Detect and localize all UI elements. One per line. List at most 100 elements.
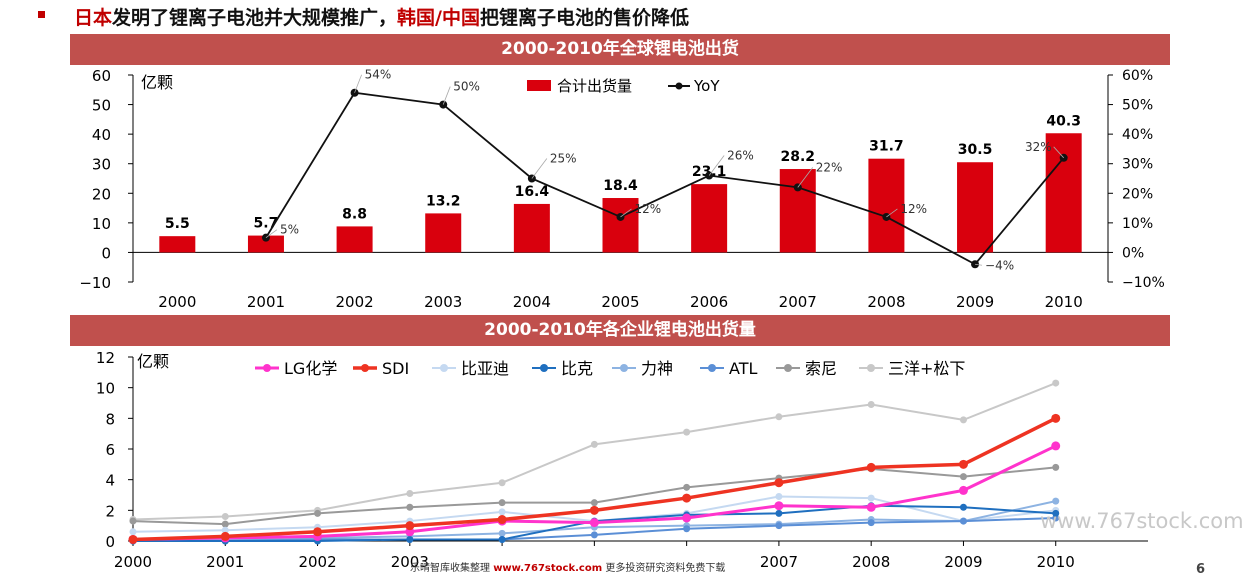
series-6-point	[590, 499, 598, 507]
y2-tick-label: 60%	[1122, 68, 1153, 84]
series-5-point	[959, 517, 967, 525]
legend-label-4: 力神	[641, 359, 673, 378]
series-5-point	[867, 519, 875, 527]
bar-value-label: 13.2	[426, 193, 461, 209]
x-tick-label: 2001	[206, 553, 244, 571]
series-1-point	[313, 527, 323, 537]
series-2-point	[867, 494, 875, 502]
footer-brand[interactable]: www.767stock.com	[493, 563, 603, 574]
x-tick-label: 2000	[114, 553, 152, 571]
series-1-point	[220, 531, 230, 541]
legend-label-7: 三洋+松下	[888, 359, 965, 378]
series-7-point	[959, 416, 967, 424]
x-tick-label: 2000	[158, 293, 196, 311]
series-1-point	[128, 534, 138, 544]
y-axis-label: 亿颗	[141, 73, 173, 92]
legend-label-3: 比克	[561, 359, 593, 378]
legend-label-5: ATL	[729, 359, 757, 378]
legend-swatch-dot-3	[540, 364, 548, 372]
series-2-point	[129, 528, 137, 536]
series-0-point	[682, 513, 692, 523]
x-tick-label: 2007	[760, 553, 798, 571]
series-7-point	[683, 428, 691, 436]
x-tick-label: 2006	[690, 293, 728, 311]
headline-text: 日本发明了锂离子电池并大规模推广，韩国/中国把锂离子电池的售价降低	[74, 3, 689, 30]
headline-mid: 发明了锂离子电池并大规模推广，	[112, 7, 398, 29]
y2-tick-label: 40%	[1122, 127, 1153, 143]
x-tick-label: 2009	[944, 553, 982, 571]
yoy-callout-line	[886, 208, 898, 218]
y-tick-label: 10	[96, 380, 115, 398]
yoy-line	[265, 91, 1065, 266]
legend-label-6: 索尼	[805, 359, 837, 378]
series-1-point	[958, 459, 968, 469]
series-1-point	[682, 493, 692, 503]
series-6-point	[683, 483, 691, 491]
yoy-callout-line	[354, 74, 362, 93]
series-1-point	[405, 521, 415, 531]
y-tick-label: 12	[96, 349, 115, 367]
yoy-callout-line	[265, 229, 278, 238]
y2-tick-label: 20%	[1122, 186, 1153, 202]
yoy-label: 50%	[453, 80, 480, 94]
y-tick-label: 4	[105, 472, 115, 490]
y2-tick-label: 50%	[1122, 98, 1153, 114]
bar-value-label: 8.8	[342, 206, 367, 222]
bar-2008	[868, 158, 905, 253]
x-tick-label: 2001	[247, 293, 285, 311]
series-0-point	[1051, 441, 1061, 451]
headline-japan: 日本	[74, 7, 113, 29]
x-tick-label: 2002	[335, 293, 373, 311]
chart2-title-band: 2000-2010年各企业锂电池出货量	[70, 315, 1170, 346]
yoy-callout-line	[708, 155, 725, 176]
x-tick-label: 2003	[424, 293, 462, 311]
bar-2003	[425, 213, 462, 253]
y2-tick-label: 10%	[1122, 216, 1153, 232]
series-5-point	[775, 522, 783, 530]
legend-swatch-dot-2	[440, 364, 448, 372]
series-2-point	[498, 508, 506, 516]
y-tick-label: 8	[105, 410, 115, 428]
x-tick-label: 2009	[956, 293, 994, 311]
series-7-point	[775, 413, 783, 421]
legend-swatch-dot-4	[620, 364, 628, 372]
series-3-point	[406, 535, 414, 543]
bar-2000	[159, 236, 196, 253]
bar-value-label: 18.4	[603, 178, 638, 194]
yoy-callout-line	[797, 167, 814, 188]
company-shipment-chart: 12 10 8 6 4 2 0 2000 2001 2002 2003 2007 2008 2009 201…	[96, 349, 1148, 571]
yoy-label: 22%	[816, 160, 843, 174]
series-line-6	[132, 466, 1056, 526]
bar-value-label: 28.2	[780, 149, 815, 165]
series-3-point	[775, 509, 783, 517]
series-1-point	[774, 478, 784, 488]
series-0-point	[958, 485, 968, 495]
series-3-point	[498, 535, 506, 543]
yoy-callout-line	[531, 158, 548, 179]
bar-2001	[247, 235, 284, 253]
global-shipment-chart: 60 60% 50 50% 40 40% 30 30% 20 20% 10 10% 0 0% −10 −10%…	[79, 67, 1165, 311]
legend-label-yoy: YoY	[693, 77, 720, 95]
yoy-label: 26%	[727, 149, 754, 163]
x-tick-label: 2008	[867, 293, 905, 311]
yoy-label: −4%	[985, 258, 1014, 272]
x-tick-label: 2007	[779, 293, 817, 311]
x-tick-label: 2010	[1037, 553, 1075, 571]
headline-korea-china: 韩国/中国	[397, 7, 480, 29]
yoy-label: 54%	[365, 68, 392, 82]
series-7-point	[867, 401, 875, 409]
series-3-point	[959, 503, 967, 511]
legend-swatch-dot-1	[361, 364, 369, 372]
yoy-label: 5%	[280, 223, 299, 237]
yoy-callout-line	[620, 208, 632, 218]
series-7-point	[590, 440, 598, 448]
headline: 日本发明了锂离子电池并大规模推广，韩国/中国把锂离子电池的售价降低	[0, 2, 1260, 30]
bar-2004	[513, 203, 550, 253]
bar-2005	[602, 198, 639, 253]
bar-value-label: 5.5	[165, 216, 190, 232]
x-tick-label: 2004	[513, 293, 551, 311]
series-7-point	[406, 489, 414, 497]
x-tick-label: 2003	[391, 553, 429, 571]
x-tick-label: 2002	[298, 553, 336, 571]
bar-value-label: 31.7	[869, 139, 904, 155]
